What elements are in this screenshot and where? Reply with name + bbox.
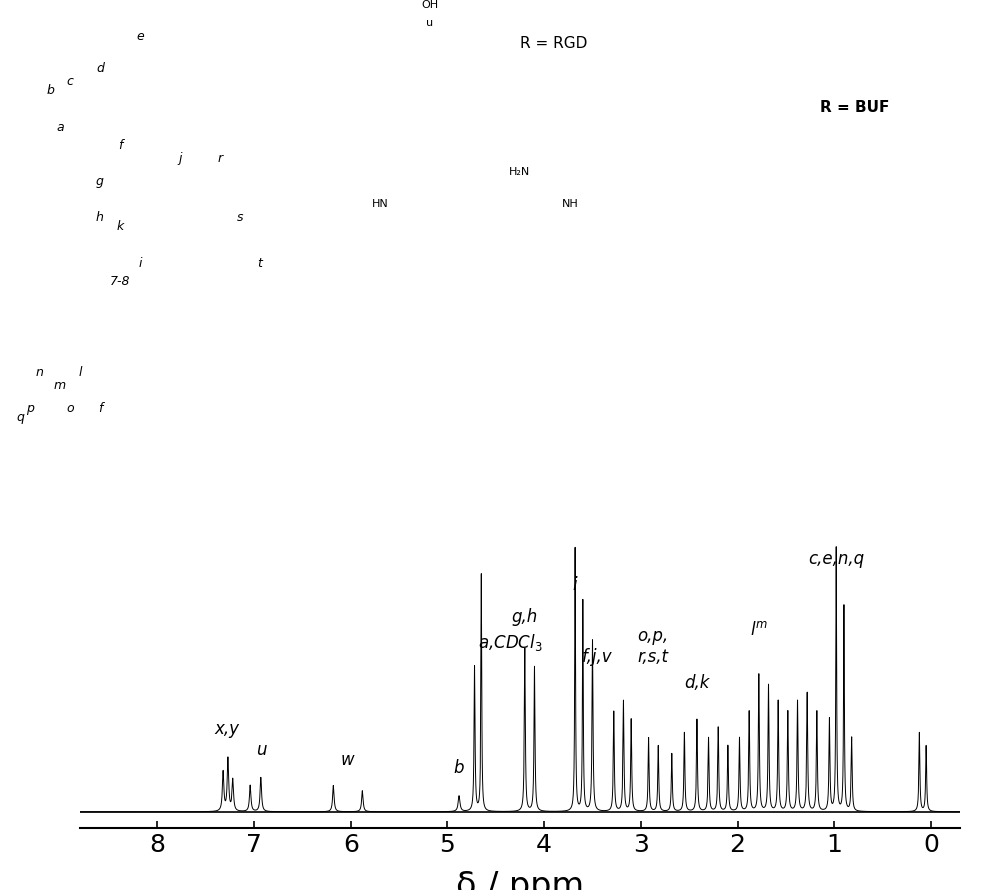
Text: f: f bbox=[118, 139, 122, 152]
Text: H₂N: H₂N bbox=[509, 167, 531, 177]
Text: R = BUF: R = BUF bbox=[820, 100, 889, 115]
Text: u: u bbox=[256, 740, 266, 759]
Text: g: g bbox=[96, 175, 104, 188]
Text: q: q bbox=[16, 411, 24, 425]
Text: d: d bbox=[96, 61, 104, 75]
Text: e: e bbox=[136, 29, 144, 43]
Text: a: a bbox=[56, 120, 64, 134]
Text: f,j,v: f,j,v bbox=[582, 648, 613, 666]
X-axis label: δ / ppm: δ / ppm bbox=[456, 870, 584, 890]
Text: p: p bbox=[26, 402, 34, 415]
Text: u: u bbox=[426, 18, 434, 28]
Text: i: i bbox=[573, 577, 577, 595]
Text: i: i bbox=[138, 256, 142, 270]
Text: r: r bbox=[217, 152, 223, 166]
Text: h: h bbox=[96, 211, 104, 224]
Text: HN: HN bbox=[372, 199, 388, 209]
Text: b: b bbox=[46, 85, 54, 97]
Text: x,y: x,y bbox=[214, 719, 239, 738]
Text: w: w bbox=[341, 751, 355, 769]
Text: R = RGD: R = RGD bbox=[520, 36, 587, 52]
Text: d,k: d,k bbox=[684, 675, 710, 692]
Text: c: c bbox=[67, 75, 73, 88]
Text: NH: NH bbox=[562, 199, 578, 209]
Text: j: j bbox=[178, 152, 182, 166]
Text: f: f bbox=[98, 402, 102, 415]
Text: b: b bbox=[454, 759, 464, 777]
Text: k: k bbox=[116, 221, 124, 233]
Text: $l^m$: $l^m$ bbox=[750, 621, 768, 640]
Text: 7-8: 7-8 bbox=[110, 275, 130, 288]
Text: g,h: g,h bbox=[512, 608, 538, 627]
Text: a,CDCl$_3$: a,CDCl$_3$ bbox=[478, 632, 543, 652]
Text: OH: OH bbox=[421, 0, 439, 10]
Text: o: o bbox=[66, 402, 74, 415]
Text: o,p,
r,s,t: o,p, r,s,t bbox=[637, 627, 668, 666]
Text: t: t bbox=[258, 256, 262, 270]
Text: c,e,n,q: c,e,n,q bbox=[808, 550, 864, 568]
Text: m: m bbox=[54, 379, 66, 392]
Text: s: s bbox=[237, 211, 243, 224]
Text: n: n bbox=[36, 366, 44, 379]
Text: l: l bbox=[78, 366, 82, 379]
